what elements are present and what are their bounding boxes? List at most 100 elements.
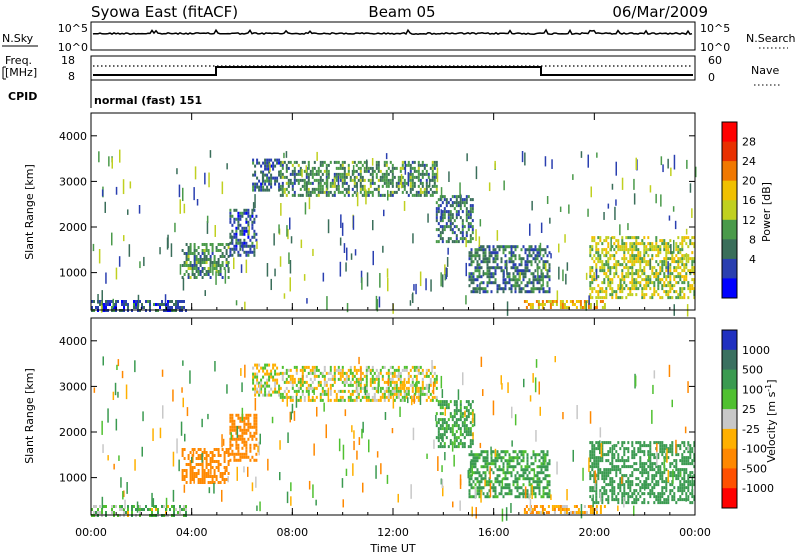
speckle-cell (592, 494, 594, 508)
echo-cell (561, 505, 564, 508)
echo-cell (631, 260, 634, 264)
echo-cell (341, 368, 344, 372)
speckle-cell (411, 294, 414, 300)
echo-cell (397, 184, 400, 188)
echo-cell (181, 276, 184, 279)
echo-cell (667, 296, 670, 300)
echo-cell (203, 457, 206, 460)
echo-cell (637, 287, 640, 291)
echo-cell (254, 390, 257, 394)
echo-cell (547, 505, 550, 508)
echo-cell (233, 220, 236, 224)
echo-cell (215, 246, 218, 249)
echo-cell (303, 368, 306, 372)
echo-cell (131, 511, 133, 514)
echo-cell (451, 204, 454, 208)
echo-cell (538, 260, 541, 264)
echo-cell (639, 489, 642, 493)
echo-cell (534, 254, 537, 258)
echo-cell (541, 306, 544, 309)
speckle-cell (172, 389, 174, 402)
echo-cell (627, 477, 630, 481)
echo-cell (449, 213, 452, 217)
echo-cell (476, 278, 479, 282)
echo-cell (673, 275, 676, 279)
echo-cell (520, 257, 523, 261)
echo-cell (681, 287, 684, 291)
echo-cell (683, 281, 686, 285)
echo-cell (252, 188, 255, 192)
speckle-cell (430, 279, 432, 292)
echo-cell (639, 450, 642, 454)
echo-cell (655, 278, 658, 282)
echo-cell (365, 371, 368, 375)
echo-cell (451, 222, 454, 226)
echo-cell (496, 495, 499, 499)
echo-cell (355, 377, 358, 381)
echo-cell (258, 381, 261, 385)
echo-cell (393, 392, 396, 396)
echo-cell (429, 392, 432, 396)
echo-cell (540, 272, 543, 276)
echo-cell (506, 477, 509, 481)
echo-cell (551, 505, 554, 508)
echo-cell (546, 480, 549, 484)
echo-cell (621, 498, 624, 502)
echo-cell (518, 254, 521, 258)
echo-cell (243, 238, 246, 242)
echo-cell (401, 163, 404, 167)
echo-cell (467, 412, 470, 416)
echo-cell (663, 272, 666, 276)
echo-cell (429, 380, 432, 384)
echo-cell (391, 374, 394, 378)
echo-cell (99, 300, 101, 303)
echo-cell (480, 281, 483, 285)
echo-cell (516, 489, 519, 493)
echo-cell (643, 269, 646, 273)
echo-cell (530, 272, 533, 276)
echo-cell (201, 270, 204, 273)
echo-cell (534, 480, 537, 484)
echo-cell (266, 173, 269, 177)
echo-cell (279, 160, 282, 164)
echo-cell (508, 287, 511, 291)
echo-cell (643, 293, 646, 297)
speckle-cell (345, 468, 348, 476)
speckle-cell (479, 219, 482, 227)
echo-cell (496, 284, 499, 288)
echo-cell (429, 377, 432, 381)
echo-cell (659, 441, 662, 445)
echo-cell (227, 243, 230, 246)
echo-cell (270, 387, 273, 391)
echo-cell (157, 511, 159, 514)
speckle-cell (441, 435, 443, 442)
echo-cell (425, 392, 428, 396)
echo-cell (213, 448, 216, 451)
speckle-cell (316, 151, 318, 161)
speckle-cell (151, 492, 153, 508)
echo-cell (331, 181, 334, 185)
echo-cell (227, 472, 230, 475)
echo-cell (591, 278, 594, 282)
echo-cell (685, 459, 688, 463)
echo-cell (443, 418, 446, 422)
speckle-cell (465, 237, 467, 248)
echo-cell (365, 383, 368, 387)
echo-cell (187, 252, 190, 255)
echo-cell (619, 248, 622, 252)
echo-cell (673, 257, 676, 261)
echo-cell (403, 181, 406, 185)
echo-cell (219, 481, 222, 484)
echo-cell (617, 453, 620, 457)
echo-cell (347, 193, 350, 197)
echo-cell (607, 236, 610, 240)
speckle-cell (633, 193, 636, 205)
echo-cell (484, 495, 487, 499)
echo-cell (528, 254, 531, 258)
echo-cell (607, 245, 610, 249)
echo-cell (289, 380, 292, 384)
echo-cell (667, 290, 670, 294)
speckle-cell (235, 300, 238, 306)
echo-cell (251, 220, 254, 224)
echo-cell (339, 166, 342, 170)
